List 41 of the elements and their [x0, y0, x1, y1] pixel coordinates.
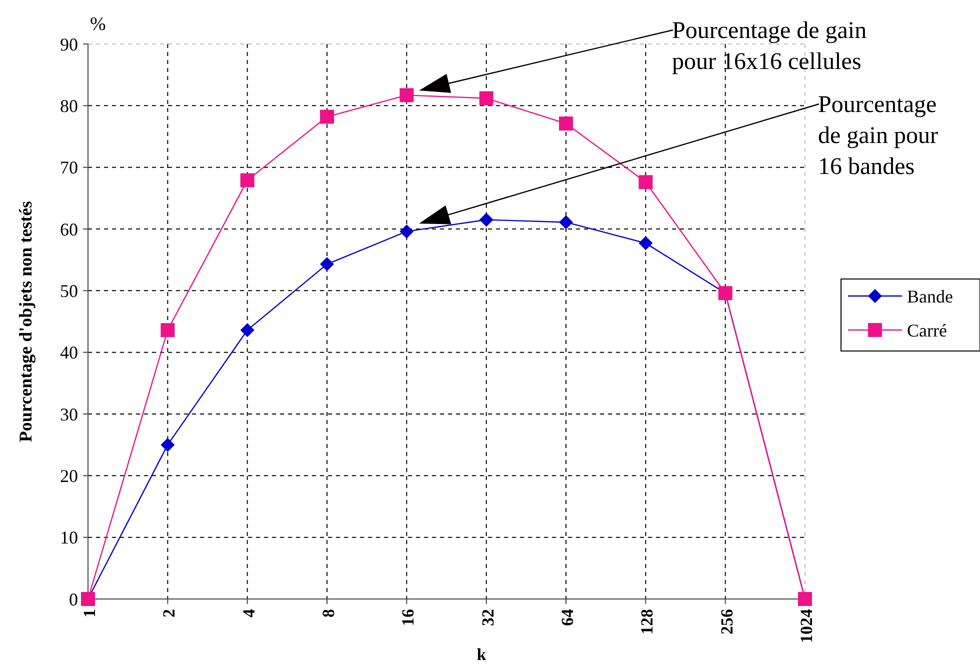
y-tick-label: 70 [60, 158, 78, 178]
x-tick-label: 256 [717, 609, 736, 634]
point [479, 212, 494, 227]
point [320, 257, 334, 272]
point [240, 173, 254, 188]
point [160, 438, 175, 452]
y-tick-label: 40 [60, 342, 78, 363]
point [400, 88, 414, 102]
point [559, 215, 573, 230]
x-tick-label: 2 [160, 609, 179, 618]
legend-label: Carré [907, 320, 947, 340]
y-tick-label: 0 [69, 589, 78, 610]
x-axis-title: k [476, 645, 487, 664]
y-tick-label: 90 [60, 34, 78, 54]
y-axis-title: Pourcentage d'objets non testés [15, 200, 36, 442]
y-tick-label: 20 [60, 466, 78, 486]
text: Pourcentage de gain pour 16 bandes [818, 92, 938, 180]
x-tick-label: 1 [80, 609, 99, 618]
point [559, 116, 573, 131]
y-tick-label: 10 [60, 528, 78, 548]
text: % [90, 14, 106, 35]
y-tick-label: 60 [60, 219, 78, 240]
x-tick-label: 8 [318, 609, 338, 618]
point [240, 323, 254, 338]
legend-label: Bande [907, 286, 953, 306]
x-tick-label: 4 [239, 608, 258, 618]
y-tick-label: 80 [60, 96, 78, 116]
x-tick-label: 128 [638, 609, 657, 634]
x-tick-label: 16 [398, 609, 418, 626]
x-tick-label: 32 [478, 609, 498, 626]
point [320, 110, 334, 124]
point [638, 175, 653, 190]
point [400, 224, 414, 238]
y-tick-label: 50 [60, 280, 78, 301]
point [638, 236, 653, 250]
x-tick-label: 1024 [796, 608, 816, 643]
annotation: Pourcentage de gain pour 16x16 cellules [672, 18, 867, 75]
y-tick-label: 30 [60, 404, 78, 424]
point [160, 323, 175, 338]
point [479, 91, 494, 106]
x-tick-label: 64 [558, 608, 577, 626]
